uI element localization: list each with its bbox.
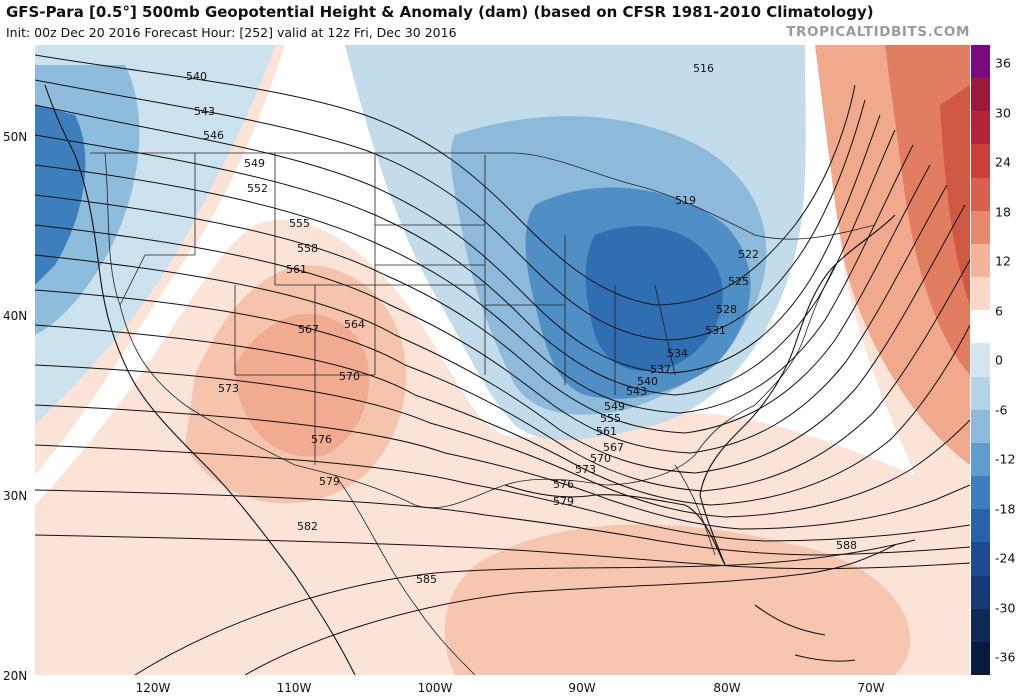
contour-label-layer: 540 543 546 549 552 555 558 561 564 567 … — [186, 62, 857, 586]
coastlines — [44, 84, 896, 675]
contour-label: 561 — [286, 263, 307, 276]
contour-label: 522 — [738, 248, 759, 261]
contour-label: 543 — [626, 385, 647, 398]
colorbar-segment — [971, 243, 990, 278]
colorbar-segment — [971, 409, 990, 444]
map-canvas: 540 543 546 549 552 555 558 561 564 567 … — [35, 45, 970, 675]
contour-label: 582 — [297, 520, 318, 533]
colorbar-segment — [971, 542, 990, 577]
contour-label: 528 — [716, 303, 737, 316]
longitude-label: 70W — [857, 681, 885, 695]
colorbar-segment — [971, 111, 990, 145]
positive-anomaly-northeast-max — [940, 85, 970, 305]
contour-label: 549 — [244, 157, 265, 170]
colorbar-segment — [971, 376, 990, 411]
contour-label: 555 — [289, 217, 310, 230]
positive-anomaly-gulf — [444, 524, 911, 675]
contour-label: 573 — [218, 382, 239, 395]
colorbar-segment — [971, 575, 990, 610]
colorbar-tick-label: -24 — [995, 550, 1016, 566]
contour-label: 525 — [728, 275, 749, 288]
colorbar-tick-label: -18 — [995, 501, 1016, 516]
anomaly-colorbar — [971, 45, 990, 676]
colorbar-segment — [971, 310, 990, 344]
contour-label: 573 — [575, 463, 596, 476]
latitude-label: 50N — [3, 130, 28, 144]
colorbar-tick-label: 0 — [995, 352, 1003, 368]
colorbar-tick-label: 18 — [995, 204, 1011, 219]
colorbar-segment — [971, 277, 990, 311]
contour-label: 561 — [596, 425, 617, 438]
colorbar-segment — [971, 45, 990, 79]
credit-watermark: TROPICALTIDBITS.COM — [786, 24, 970, 40]
colorbar-segment — [971, 210, 990, 245]
contour-label: 552 — [247, 182, 268, 195]
colorbar-segment — [971, 509, 990, 543]
colorbar-tick-label: -12 — [995, 451, 1016, 467]
colorbar-segment — [971, 144, 990, 179]
map-title: GFS-Para [0.5°] 500mb Geopotential Heigh… — [6, 3, 874, 21]
contour-label: 567 — [603, 441, 624, 454]
colorbar-tick-label: 30 — [995, 105, 1011, 120]
contour-label: 564 — [344, 318, 365, 331]
latitude-label: 20N — [3, 669, 28, 683]
contour-label: 549 — [604, 400, 625, 413]
contour-label: 540 — [186, 70, 207, 83]
longitude-label: 80W — [713, 681, 741, 695]
colorbar-segment — [971, 608, 990, 643]
contour-label: 555 — [600, 412, 621, 425]
weather-map: 540 543 546 549 552 555 558 561 564 567 … — [35, 45, 970, 675]
longitude-label: 90W — [568, 681, 596, 695]
colorbar-tick-label: 36 — [995, 55, 1011, 71]
contour-label: 576 — [311, 433, 332, 446]
contour-label: 588 — [836, 539, 857, 552]
colorbar-segment — [971, 343, 990, 378]
longitude-label: 120W — [135, 681, 171, 695]
height-contours — [35, 54, 970, 675]
latitude-label: 30N — [3, 489, 28, 503]
colorbar-segment — [971, 442, 990, 477]
colorbar-segment — [971, 476, 990, 510]
colorbar-segment — [971, 177, 990, 212]
contour-label: 558 — [297, 242, 318, 255]
contour-label: 579 — [319, 475, 340, 488]
contour-label: 567 — [298, 323, 319, 336]
contour-label: 537 — [650, 363, 671, 376]
contour-label: 570 — [590, 452, 611, 465]
latitude-label: 40N — [3, 309, 28, 323]
colorbar-tick-label: -6 — [995, 402, 1008, 417]
colorbar-segment — [971, 78, 990, 112]
contour-label: 579 — [553, 495, 574, 508]
longitude-label: 110W — [276, 681, 312, 695]
contour-label: 519 — [675, 194, 696, 207]
contour-label: 570 — [339, 370, 360, 383]
contour-label: 576 — [553, 478, 574, 491]
colorbar-tick-label: -30 — [995, 600, 1016, 615]
negative-anomaly-trough-core — [585, 226, 723, 371]
colorbar-tick-label: 12 — [995, 253, 1011, 269]
contour-label: 585 — [416, 573, 437, 586]
contour-label: 534 — [667, 347, 688, 360]
longitude-label: 100W — [417, 681, 453, 695]
colorbar-tick-label: -36 — [995, 649, 1016, 665]
contour-label: 543 — [194, 105, 215, 118]
political-borders — [90, 152, 876, 675]
colorbar-segment — [971, 641, 990, 676]
contour-label: 546 — [203, 129, 224, 142]
contour-label: 540 — [637, 375, 658, 388]
map-subtitle: Init: 00z Dec 20 2016 Forecast Hour: [25… — [6, 25, 457, 40]
contour-label: 516 — [693, 62, 714, 75]
colorbar-tick-label: 24 — [995, 154, 1011, 170]
colorbar-tick-label: 6 — [995, 303, 1003, 318]
contour-label: 531 — [705, 324, 726, 337]
